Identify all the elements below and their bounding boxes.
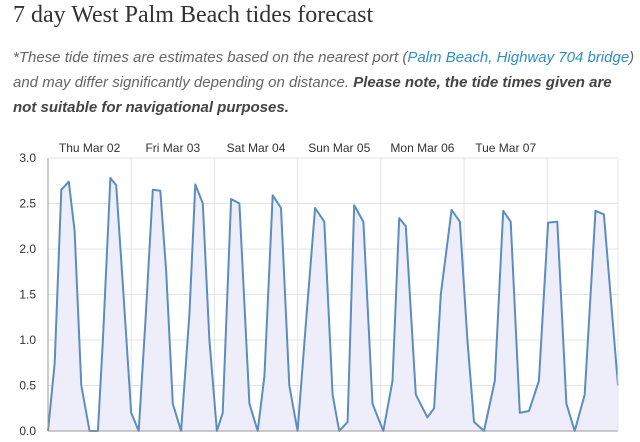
y-tick-label: 2.5	[19, 197, 36, 211]
port-link[interactable]: Palm Beach, Highway 704 bridge	[407, 49, 630, 66]
area-layer	[47, 177, 619, 432]
note-middle: ) and may differ significantly depending…	[13, 49, 635, 91]
note-prefix: *These tide times are estimates based on…	[13, 49, 408, 66]
axis-layer	[47, 157, 619, 432]
day-label: Sun Mar 05	[308, 141, 370, 155]
tide-line	[47, 177, 619, 432]
day-label: Tue Mar 07	[475, 141, 536, 155]
y-tick-label: 1.0	[19, 333, 36, 347]
tide-chart: 3.0 2.5 2.0 1.5 1.0 0.5 0.0 Thu Mar 02 Fri Mar 0…	[19, 141, 619, 438]
y-tick-label: 0.5	[19, 379, 36, 393]
day-label: Fri Mar 03	[145, 141, 200, 155]
tide-area	[48, 178, 618, 431]
y-tick-label: 1.5	[19, 288, 36, 302]
y-tick-label: 3.0	[19, 151, 36, 165]
page-title: 7 day West Palm Beach tides forecast	[13, 2, 374, 28]
disclaimer-note: *These tide times are estimates based on…	[13, 45, 635, 120]
day-label: Thu Mar 02	[59, 141, 121, 155]
note-warning: Please note, the tide times given are no…	[13, 74, 612, 116]
day-label: Sat Mar 04	[227, 141, 286, 155]
y-tick-label: 0.0	[19, 424, 36, 438]
y-tick-label: 2.0	[19, 242, 36, 256]
label-layer: 3.0 2.5 2.0 1.5 1.0 0.5 0.0 Thu Mar 02 Fri Mar 0…	[19, 141, 536, 438]
day-label: Mon Mar 06	[390, 141, 454, 155]
